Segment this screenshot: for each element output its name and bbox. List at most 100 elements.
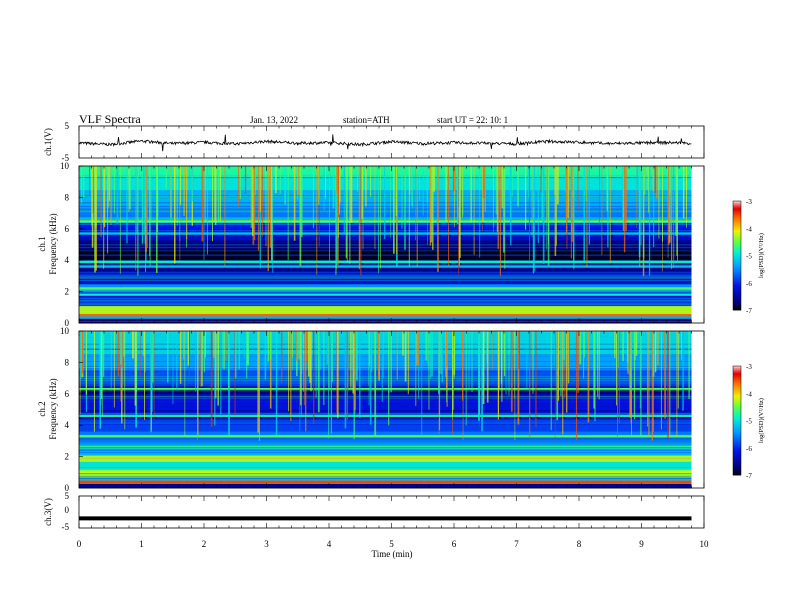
colorbar-segment (733, 462, 741, 465)
spectrogram-sferic (432, 166, 434, 250)
spectrogram-texture (79, 434, 692, 436)
spectrogram-sferic (238, 331, 240, 369)
spectrogram-sferic (303, 331, 304, 392)
spectrogram-sferic (618, 331, 620, 424)
spectrogram-sferic (110, 166, 112, 225)
colorbar-segment (733, 293, 741, 296)
spectrogram-sferic (630, 331, 632, 424)
spectrogram-texture (79, 384, 692, 386)
ch3-voltage-ylabel: ch.3(V) (43, 498, 53, 526)
spectrogram-texture (79, 430, 692, 432)
spectrogram-sferic (598, 331, 600, 400)
spectrogram-sferic (681, 331, 682, 360)
spectrogram-sferic (269, 331, 272, 360)
spectrogram-texture (79, 280, 692, 281)
ch1-spectrogram-panel: 0 2 4 6 8 10 ch.1 Frequency (kHz) -3 -4 -5 -6 -7 l… (37, 161, 765, 328)
spectrogram-texture (79, 274, 692, 276)
spectrogram-band (79, 461, 692, 470)
spectrogram-sferic (534, 166, 536, 272)
spectrogram-sferic (656, 166, 658, 199)
spectrogram-band (79, 299, 692, 308)
colorbar-frame (732, 365, 742, 476)
spectrogram-sferic (210, 331, 213, 427)
spectrogram-sferic (499, 166, 501, 276)
spectrogram-sferic (358, 166, 361, 270)
spectrogram-sferic (575, 331, 578, 440)
spectrogram-sferic (361, 166, 363, 219)
spectrogram-sferic (586, 166, 588, 268)
colorbar-tick: -5 (746, 253, 752, 261)
spectrogram-sferic (374, 166, 376, 249)
spectrogram-sferic (478, 331, 480, 421)
spectrogram-sferic (686, 166, 687, 228)
spectrogram-sferic (557, 331, 559, 401)
spectrogram-sferic (594, 331, 596, 421)
spectrogram-sferic (329, 166, 330, 261)
spectrogram-sferic (673, 166, 675, 269)
colorbar-segment (733, 295, 741, 298)
spectrogram-sferic (328, 331, 331, 388)
colorbar-segment (733, 429, 741, 432)
colorbar-segment (733, 378, 741, 381)
spectrogram-sferic (430, 331, 432, 379)
spectrogram-sferic (462, 166, 464, 216)
spectrogram-texture (79, 477, 692, 479)
spectrogram-sferic (430, 166, 433, 243)
spectrogram-band (79, 318, 692, 324)
spectrogram-sferic (445, 331, 447, 390)
spectrogram-band (79, 444, 692, 456)
spectrogram-sferic (279, 166, 281, 194)
spectrogram-sferic (431, 331, 433, 377)
colorbar-segment (733, 425, 741, 429)
colorbar-tick: -7 (746, 472, 752, 480)
start-ut-label: start UT = 22: 10: 1 (437, 115, 508, 125)
spectrogram-emission-line (79, 287, 692, 290)
time-tick-label: 6 (452, 539, 457, 549)
spectrogram-sferic (292, 331, 293, 371)
spectrogram-sferic (331, 331, 333, 382)
spectrogram-sferic (120, 331, 122, 365)
spectrogram-sferic (323, 331, 325, 406)
spectrogram-sferic (317, 331, 320, 413)
spectrogram-sferic (158, 166, 159, 218)
spectrogram-sferic (336, 166, 337, 269)
spectrogram-sferic (535, 331, 537, 420)
spectrogram-texture (79, 341, 692, 343)
spectrogram-sferic (438, 331, 440, 435)
spectrogram-sferic (484, 166, 486, 212)
colorbar-segment (733, 396, 741, 400)
spectrogram-texture (79, 396, 692, 398)
spectrogram-sferic (652, 331, 655, 377)
colorbar-segment (733, 431, 741, 434)
spectrogram-texture (79, 368, 692, 369)
colorbar-frame (732, 200, 742, 311)
spectrogram-texture (79, 295, 692, 297)
colorbar-segment (733, 284, 741, 287)
spectrogram-sferic (601, 166, 603, 255)
spectrogram-sferic (646, 166, 648, 191)
spectrogram-texture (79, 449, 692, 451)
spectrogram-sferic (471, 331, 473, 392)
spectrogram-sferic (189, 331, 190, 383)
colorbar-tick: -5 (746, 418, 752, 426)
spectrogram-sferic (186, 166, 188, 239)
ch1-colorbar: -3 -4 -5 -6 -7 log(PSD)(V²/Hz) (732, 198, 765, 315)
spectrogram-sferic (128, 166, 130, 212)
colorbar-segment (733, 288, 741, 291)
spectrogram-sferic (622, 331, 624, 362)
spectrogram-texture (79, 423, 692, 425)
spectrogram-sferic (415, 166, 416, 241)
colorbar-label: log(PSD)(V²/Hz) (758, 398, 765, 443)
colorbar-segment (733, 451, 741, 454)
spectrogram-sferic (371, 331, 373, 372)
spectrogram-sferic (267, 331, 269, 362)
spectrogram-sferic (370, 166, 372, 197)
colorbar-segment (733, 473, 741, 476)
spectrogram-sferic (129, 166, 131, 210)
spectrogram-sferic (648, 166, 651, 276)
spectrogram-sferic (454, 166, 455, 228)
spectrogram-texture (79, 443, 692, 445)
colorbar-tick: -7 (746, 307, 752, 315)
spectrogram-sferic (425, 331, 428, 361)
spectrogram-sferic (252, 166, 254, 236)
